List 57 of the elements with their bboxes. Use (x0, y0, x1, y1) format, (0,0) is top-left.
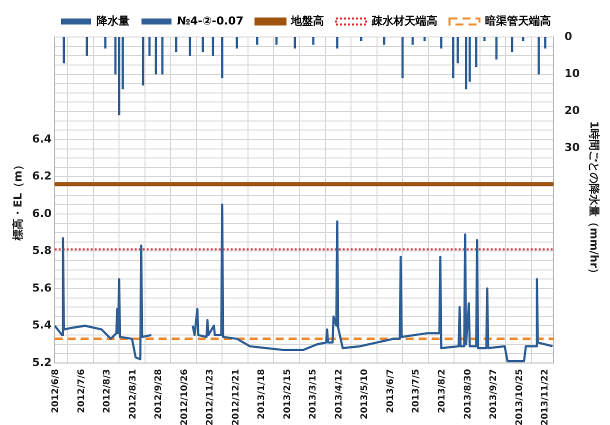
y-axis-title: 標高・EL（m） (11, 160, 24, 242)
y-tick-label: 6.2 (32, 170, 52, 183)
y2-tick-label: 10 (564, 66, 580, 80)
bar (360, 37, 362, 42)
bar (412, 37, 414, 45)
x-tick-label: 2012/11/23 (206, 369, 216, 425)
bar (544, 37, 546, 48)
x-tick-label: 2013/8/30 (463, 369, 474, 420)
x-tick-label: 2012/8/31 (128, 369, 138, 420)
bar (202, 37, 204, 52)
bar (104, 37, 106, 48)
x-tick-label: 2013/2/15 (282, 369, 293, 420)
x-tick-label: 2013/3/15 (308, 369, 319, 420)
bar (538, 37, 540, 74)
legend-label: 暗渠管天端高 (484, 14, 551, 28)
x-tick-label: 2012/8/3 (102, 369, 113, 414)
x-tick-label: 2013/4/12 (334, 369, 344, 420)
bar (440, 37, 442, 48)
x-tick-label: 2013/7/5 (412, 369, 422, 414)
x-tick-label: 2013/9/27 (489, 369, 500, 420)
y2-tick-label: 0 (564, 30, 572, 43)
bar (456, 37, 459, 64)
legend-label: 降水量 (96, 14, 130, 28)
x-tick-label: 2012/7/6 (76, 369, 87, 414)
x-tick-label: 2013/10/25 (514, 369, 525, 425)
x-tick-label: 2013/11/22 (540, 369, 551, 425)
bar (452, 37, 454, 78)
x-tick-label: 2012/6/8 (50, 369, 61, 414)
bar (221, 37, 224, 78)
x-tick-label: 2013/1/18 (257, 369, 268, 420)
y-tick-label: 5.2 (32, 356, 52, 369)
bar (161, 37, 164, 74)
y-tick-label: 6.4 (32, 132, 52, 146)
x-tick-label: 2012/12/21 (231, 369, 242, 425)
x-tick-label: 2012/10/26 (180, 369, 190, 425)
y-tick-label: 5.8 (32, 244, 52, 258)
bar (424, 37, 426, 42)
legend-label: 疎水材天端高 (370, 14, 438, 28)
legend-label: 地盤高 (290, 14, 324, 28)
y2-tick-label: 20 (564, 104, 580, 117)
y2-axis-title: 1時間ごとの降水量（mm/hr） (588, 121, 601, 279)
y-tick-label: 6.0 (32, 206, 52, 220)
bar (312, 37, 314, 45)
bar (383, 37, 386, 45)
legend-label: №4-②-0.07 (177, 14, 244, 28)
bar (336, 37, 338, 48)
y-tick-label: 5.6 (32, 281, 52, 294)
x-tick-label: 2013/8/2 (438, 369, 448, 414)
bar (522, 37, 524, 42)
y2-tick-label: 30 (564, 140, 580, 154)
bar (175, 37, 178, 52)
x-tick-label: 2013/5/10 (360, 369, 370, 420)
y-tick-label: 5.4 (32, 318, 52, 332)
x-tick-label: 2013/6/7 (386, 369, 396, 414)
bar (475, 37, 478, 67)
bar (256, 37, 258, 45)
x-tick-label: 2012/9/28 (154, 369, 164, 420)
